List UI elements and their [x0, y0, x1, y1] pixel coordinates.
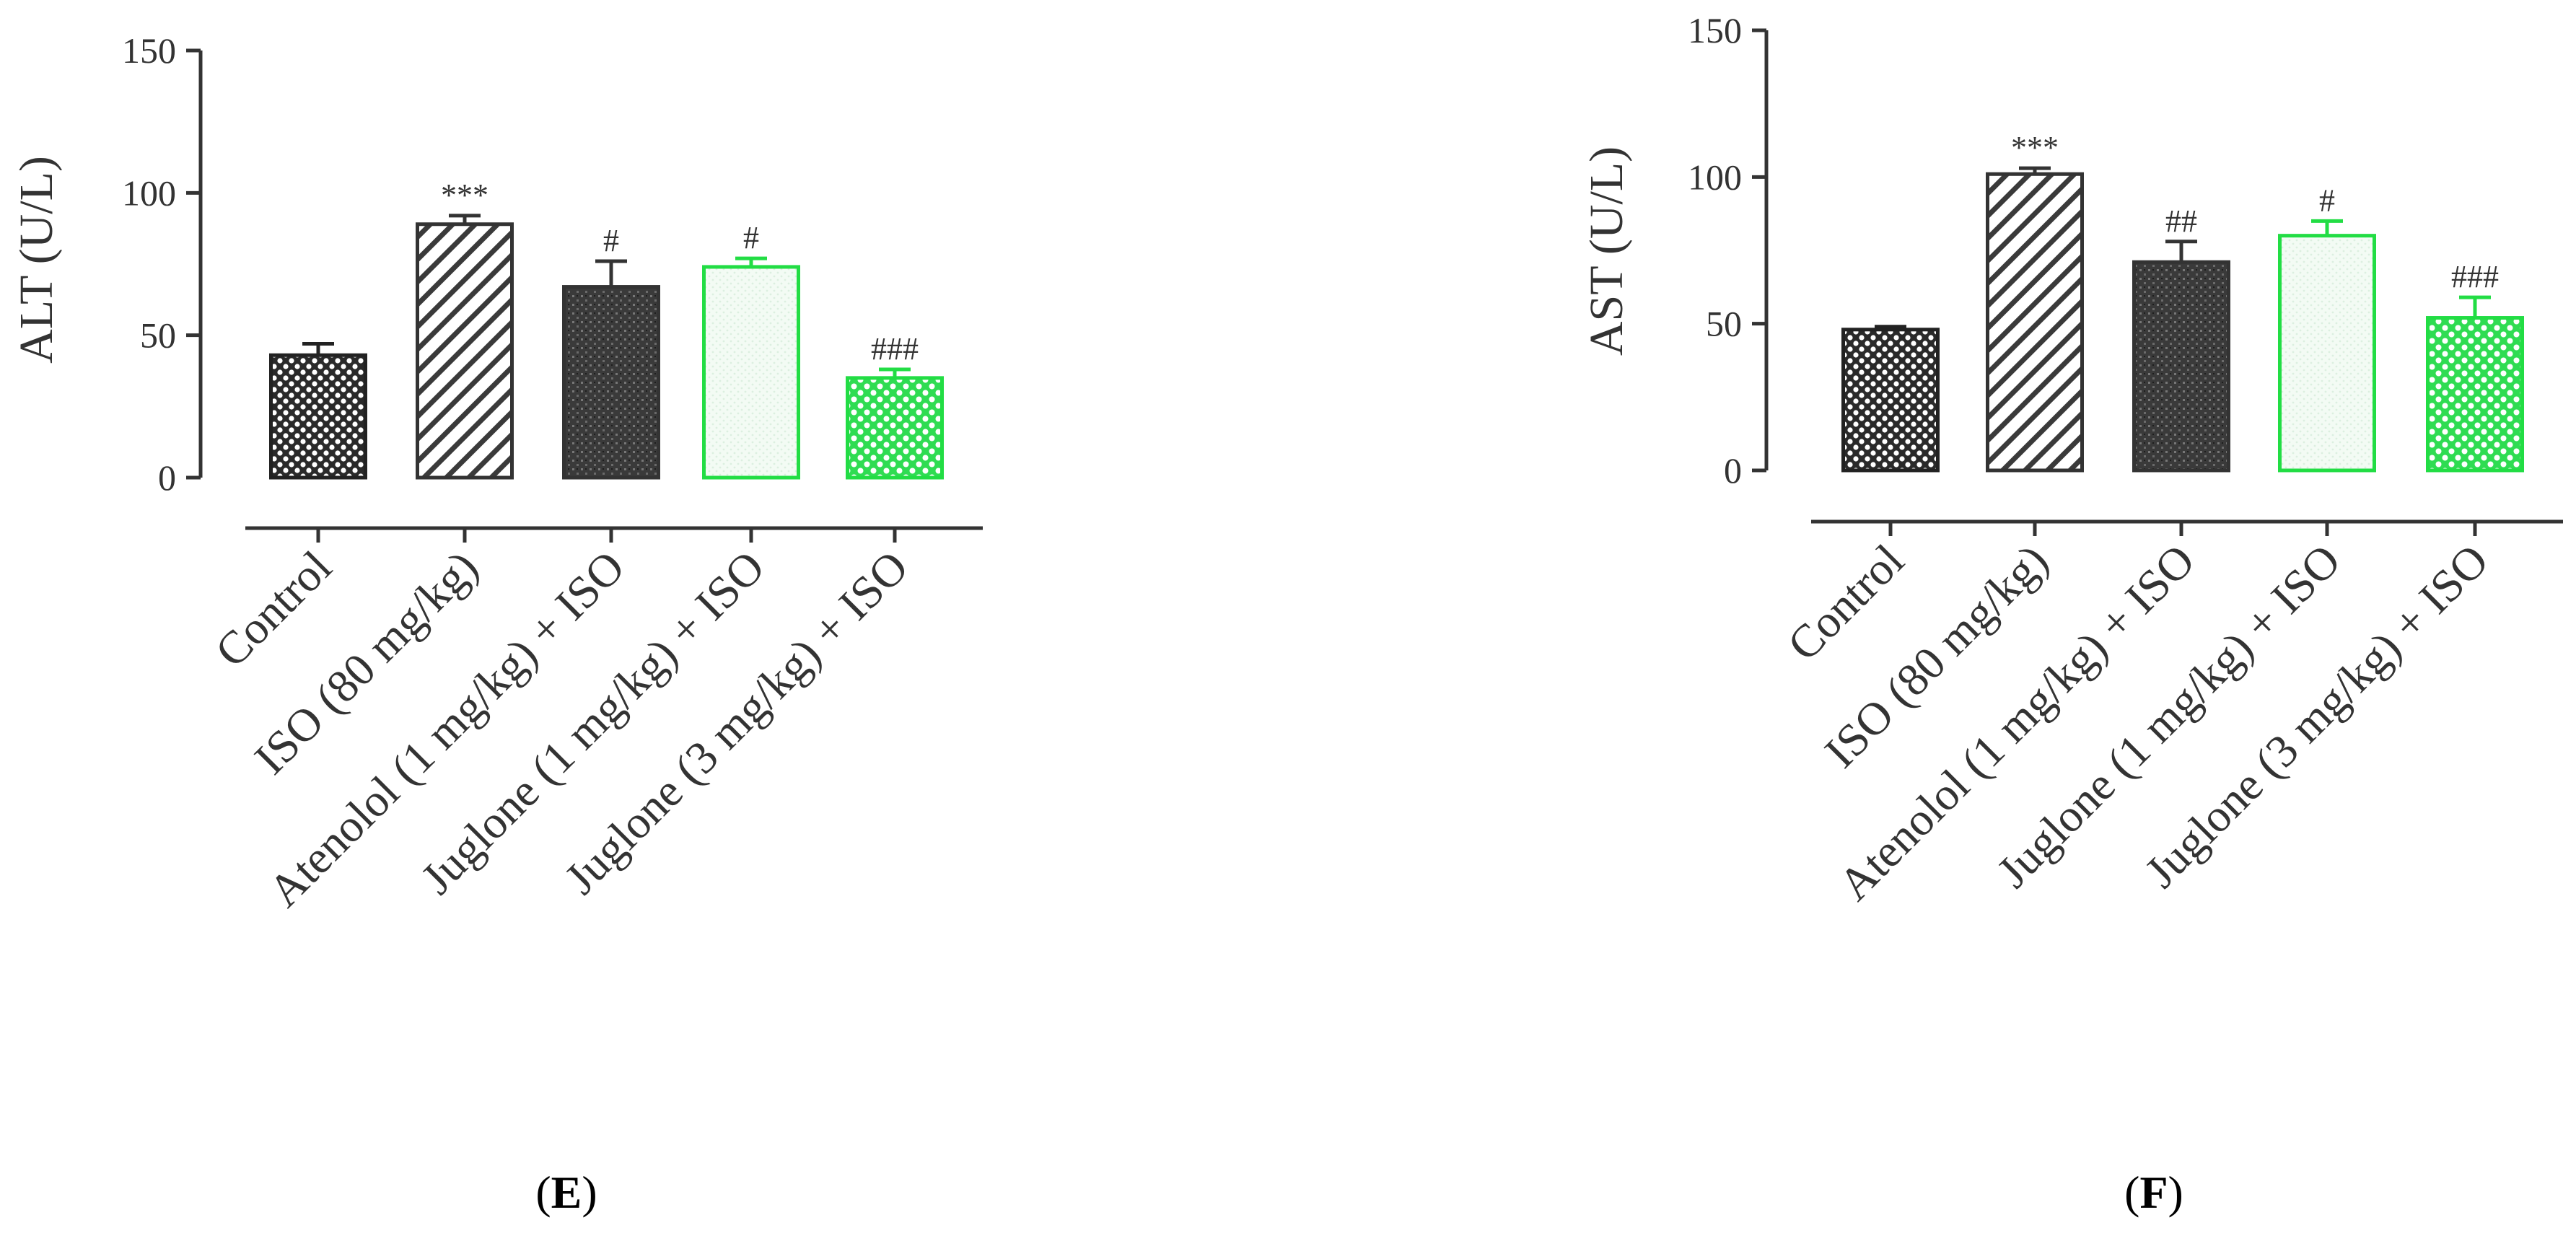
bar [1986, 172, 2084, 473]
y-axis-label: ALT (U/L) [10, 156, 63, 364]
significance-label: # [2319, 183, 2335, 218]
panel-label-e: (E) [535, 1167, 597, 1218]
y-axis-label: AST (U/L) [1580, 146, 1633, 356]
y-tick-label: 0 [158, 457, 176, 498]
significance-label: # [603, 223, 619, 258]
bar [702, 265, 800, 480]
y-tick-label: 50 [140, 315, 176, 356]
bar [2278, 234, 2376, 473]
significance-label: ### [871, 331, 919, 367]
significance-label: ## [2165, 203, 2197, 239]
x-tick-label: Control [1777, 535, 1913, 670]
significance-label: *** [2011, 130, 2059, 165]
bar [416, 222, 514, 480]
y-tick-label: 100 [1688, 157, 1742, 197]
bar [2426, 316, 2524, 473]
bar [1841, 328, 1940, 473]
y-tick-label: 100 [122, 172, 176, 213]
significance-label: # [743, 220, 759, 255]
bar [2132, 260, 2230, 473]
y-tick-label: 150 [1688, 10, 1742, 51]
bar [846, 376, 944, 480]
significance-label: ### [2451, 259, 2499, 294]
panel-label-f: (F) [2124, 1167, 2183, 1218]
significance-label: *** [441, 177, 489, 213]
bar [562, 285, 660, 480]
x-tick-label: Control [205, 541, 341, 677]
y-tick-label: 50 [1706, 304, 1742, 344]
bar [269, 353, 367, 480]
y-tick-label: 150 [122, 30, 176, 71]
y-tick-label: 0 [1724, 450, 1742, 491]
